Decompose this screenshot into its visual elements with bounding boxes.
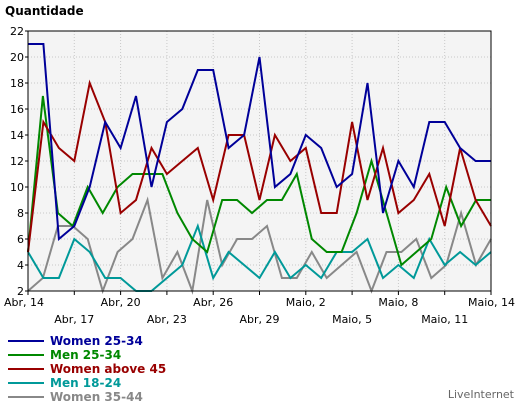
- y-tick-label: 12: [10, 155, 24, 168]
- x-tick-label: Abr, 29: [239, 313, 279, 326]
- y-tick-label: 14: [10, 129, 24, 142]
- credit-label: LiveInternet: [448, 388, 515, 401]
- y-tick-label: 20: [10, 51, 24, 64]
- series-line-men-18-24: [27, 222, 492, 292]
- series-line-women-35-44: [27, 196, 492, 295]
- x-tick-label: Abr, 14: [4, 296, 44, 309]
- x-tick-label: Maio, 5: [332, 313, 372, 326]
- x-tick-label: Abr, 26: [193, 296, 233, 309]
- y-tick-label: 2: [17, 285, 24, 298]
- x-tick-label: Maio, 8: [378, 296, 418, 309]
- x-tick-label: Maio, 14: [468, 296, 515, 309]
- y-tick-label: 22: [10, 25, 24, 38]
- legend-label: Women 35-44: [50, 390, 143, 404]
- legend-label: Women 25-34: [50, 334, 143, 348]
- y-tick-label: 10: [10, 181, 24, 194]
- legend-label: Men 25-34: [50, 348, 121, 362]
- y-axis-title: Quantidade: [5, 4, 84, 18]
- y-tick-label: 16: [10, 103, 24, 116]
- series-line-women-25-34: [28, 43, 491, 242]
- y-tick-label: 6: [17, 233, 24, 246]
- y-tick-label: 4: [17, 259, 24, 272]
- x-tick-label: Abr, 20: [101, 296, 141, 309]
- y-tick-label: 18: [10, 77, 24, 90]
- series-line-men-25-34: [27, 95, 491, 267]
- legend-label: Women above 45: [50, 362, 166, 376]
- x-tick-label: Maio, 2: [286, 296, 326, 309]
- y-tick-labels: 2 4 6 8 10 12 14 16 18 20 22: [10, 25, 24, 298]
- x-tick-label: Abr, 23: [147, 313, 187, 326]
- series-lines: [27, 43, 492, 295]
- plot-frame: [27, 30, 492, 292]
- y-tick-label: 8: [17, 207, 24, 220]
- x-tick-label: Abr, 17: [54, 313, 94, 326]
- legend-label: Men 18-24: [50, 376, 121, 390]
- x-tick-labels: Abr, 14 Abr, 17 Abr, 20 Abr, 23 Abr, 26 Abr, …: [4, 296, 515, 326]
- x-tick-label: Maio, 11: [421, 313, 468, 326]
